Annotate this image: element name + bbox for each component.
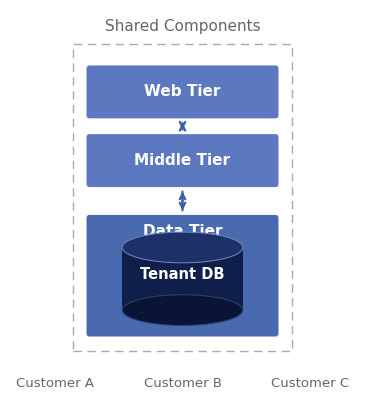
FancyBboxPatch shape: [87, 215, 278, 337]
Ellipse shape: [122, 232, 243, 263]
Text: Web Tier: Web Tier: [144, 84, 221, 99]
FancyBboxPatch shape: [87, 65, 278, 118]
Text: Data Tier: Data Tier: [143, 223, 222, 239]
Text: Middle Tier: Middle Tier: [134, 153, 231, 168]
Bar: [122, 247, 243, 310]
Text: Customer A: Customer A: [16, 377, 94, 390]
Text: Customer C: Customer C: [271, 377, 349, 390]
Ellipse shape: [122, 295, 243, 326]
Text: Tenant DB: Tenant DB: [140, 267, 225, 282]
FancyBboxPatch shape: [87, 134, 278, 187]
Text: Shared Components: Shared Components: [105, 19, 260, 34]
Text: Customer B: Customer B: [143, 377, 222, 390]
